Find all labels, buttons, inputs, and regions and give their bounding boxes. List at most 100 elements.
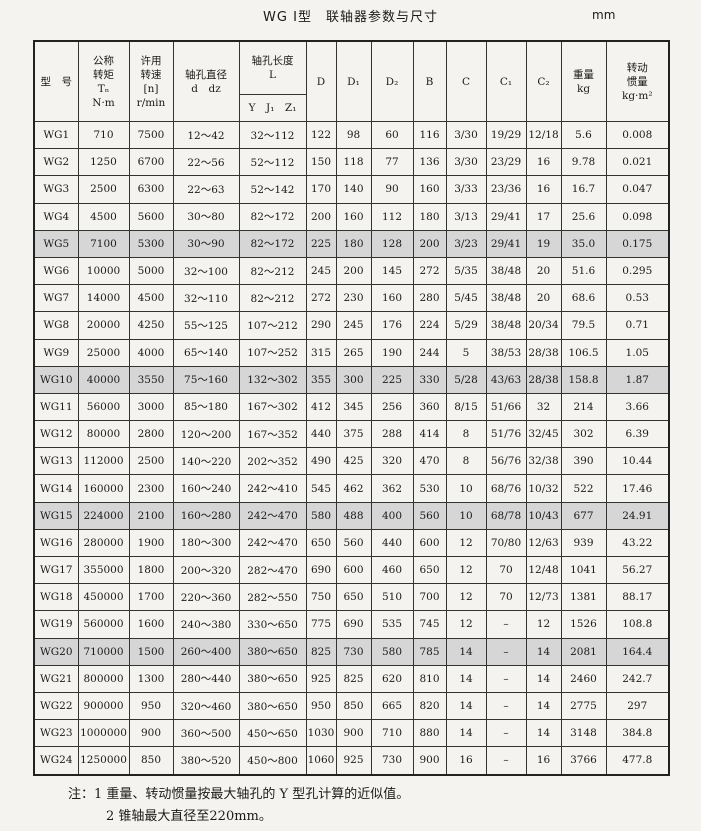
table-cell: 51.6 bbox=[560, 256, 607, 286]
table-cell: 82～212 bbox=[238, 284, 307, 313]
table-cell: 202～352 bbox=[238, 447, 307, 476]
table-cell: 140～220 bbox=[172, 447, 240, 476]
table-cell: 200～320 bbox=[172, 555, 240, 585]
table-cell: 17 bbox=[525, 202, 562, 231]
table-cell: 116 bbox=[412, 120, 447, 150]
table-cell: 3148 bbox=[560, 719, 607, 748]
header-line: [n] bbox=[143, 82, 159, 95]
table-cell: – bbox=[485, 719, 527, 748]
table-cell: 0.53 bbox=[605, 284, 670, 313]
header-line: L bbox=[269, 69, 276, 81]
table-cell: 0.021 bbox=[605, 148, 670, 177]
table-cell: WG21 bbox=[33, 664, 79, 693]
table-cell: 280000 bbox=[77, 528, 130, 558]
table-cell: 1500 bbox=[128, 637, 174, 666]
table-cell: 107～252 bbox=[238, 338, 307, 367]
table-cell: 3550 bbox=[128, 365, 174, 394]
table-cell: 167～302 bbox=[238, 392, 307, 422]
table-cell: 108.8 bbox=[605, 610, 670, 639]
header-row: 型 号公称 转矩 Tₙ N·m 许用 转速 [n] r/min 轴孔直径 d dz 轴孔长度 L D D₁… bbox=[33, 40, 670, 122]
table-cell: 1300 bbox=[128, 664, 174, 693]
table-row: WG9 25000 4000 65～140 107～252 315 265 190 244 5 38… bbox=[33, 338, 670, 367]
table-cell: 690 bbox=[305, 555, 337, 585]
table-cell: 140 bbox=[335, 175, 372, 204]
table-cell: 280 bbox=[412, 284, 447, 313]
table-cell: 245 bbox=[335, 311, 372, 340]
table-cell: 5.6 bbox=[560, 120, 607, 150]
table-row: WG20 710000 1500 260～400 380～650 825 730 580 785… bbox=[33, 637, 670, 666]
table-cell: 10000 bbox=[77, 256, 130, 286]
table-cell: 2100 bbox=[128, 501, 174, 530]
table-cell: 0.295 bbox=[605, 256, 670, 286]
table-cell: 810 bbox=[412, 664, 447, 693]
table-cell: 800000 bbox=[77, 664, 130, 693]
table-cell: 224 bbox=[412, 311, 447, 340]
table-cell: 25000 bbox=[77, 338, 130, 367]
table-cell: WG17 bbox=[33, 555, 79, 585]
header-line: 转矩 bbox=[93, 68, 114, 81]
header-line: kg·m² bbox=[621, 89, 653, 102]
header-line: D₂ bbox=[385, 75, 399, 88]
header-row: Y J₁ Z₁ bbox=[34, 94, 669, 122]
table-cell: 730 bbox=[370, 746, 414, 775]
table-cell: 29/41 bbox=[485, 229, 527, 258]
table-cell: 20 bbox=[525, 256, 562, 286]
table-cell: 320 bbox=[370, 447, 414, 476]
table-cell: 164.4 bbox=[605, 637, 670, 666]
table-cell: 32～112 bbox=[238, 120, 307, 150]
table-cell: WG11 bbox=[33, 392, 79, 422]
table-cell: 16.7 bbox=[560, 175, 607, 204]
table-cell: 12/63 bbox=[525, 528, 562, 558]
title: WG I型 联轴器参数与尺寸 bbox=[263, 10, 438, 25]
table-cell: WG10 bbox=[33, 365, 79, 394]
table-cell: 10.44 bbox=[605, 447, 670, 476]
table-cell: 4500 bbox=[128, 284, 174, 313]
table-row: WG8 20000 4250 55～125 107～212 290 245 176 224 5/2… bbox=[33, 311, 670, 340]
table-cell: WG20 bbox=[33, 637, 79, 666]
table-cell: 1060 bbox=[305, 746, 337, 775]
table-cell: 65～140 bbox=[172, 338, 240, 367]
table-cell: 112 bbox=[370, 202, 414, 231]
table-cell: 244 bbox=[412, 338, 447, 367]
table-cell: 2500 bbox=[128, 447, 174, 476]
table-cell: 30～80 bbox=[172, 202, 240, 231]
table-cell: 14 bbox=[445, 664, 487, 693]
table-cell: 38/48 bbox=[485, 256, 527, 286]
column-header: D₂ bbox=[370, 40, 414, 122]
header-line: r/min bbox=[136, 96, 166, 109]
table-cell: 272 bbox=[305, 284, 337, 313]
table-cell: 220～360 bbox=[172, 583, 240, 612]
table-cell: 56000 bbox=[77, 392, 130, 422]
header-line: 轴孔直径 bbox=[185, 68, 227, 81]
table-cell: 16 bbox=[445, 746, 487, 775]
header-line: 许用 bbox=[140, 54, 162, 67]
table-cell: 300 bbox=[335, 365, 372, 394]
table-cell: 24.91 bbox=[605, 501, 670, 530]
table-cell: 98 bbox=[335, 120, 372, 150]
column-header: 许用 转速 [n] r/min bbox=[128, 40, 174, 122]
table-cell: 32～110 bbox=[172, 284, 240, 313]
table-row: WG11 56000 3000 85～180 167～302 412 345 256 360 8/… bbox=[33, 392, 670, 422]
column-header: C bbox=[445, 40, 487, 122]
table-cell: 19/29 bbox=[485, 120, 527, 150]
table-cell: 225 bbox=[370, 365, 414, 394]
table-cell: 51/76 bbox=[485, 420, 527, 449]
table-cell: WG23 bbox=[33, 719, 79, 748]
table-cell: 0.047 bbox=[605, 175, 670, 204]
table-row: WG5 7100 5300 30～90 82～172 225 180 128 200 3/23 29… bbox=[33, 229, 670, 258]
table-cell: 5/35 bbox=[445, 256, 487, 286]
table-cell: 490 bbox=[305, 447, 337, 476]
table-cell: 160～280 bbox=[172, 501, 240, 530]
table-cell: 20000 bbox=[77, 311, 130, 340]
table-cell: 0.098 bbox=[605, 202, 670, 231]
table-cell: – bbox=[485, 637, 527, 666]
table-cell: 20 bbox=[525, 284, 562, 313]
table-cell: 785 bbox=[412, 637, 447, 666]
table-cell: WG9 bbox=[33, 338, 79, 367]
table-cell: 2081 bbox=[560, 637, 607, 666]
column-header: 重量 kg bbox=[560, 40, 607, 122]
table-cell: 440 bbox=[370, 528, 414, 558]
column-subheader: Y J₁ Z₁ bbox=[238, 94, 307, 122]
table-cell: 2800 bbox=[128, 420, 174, 449]
table-cell: 14 bbox=[445, 691, 487, 721]
